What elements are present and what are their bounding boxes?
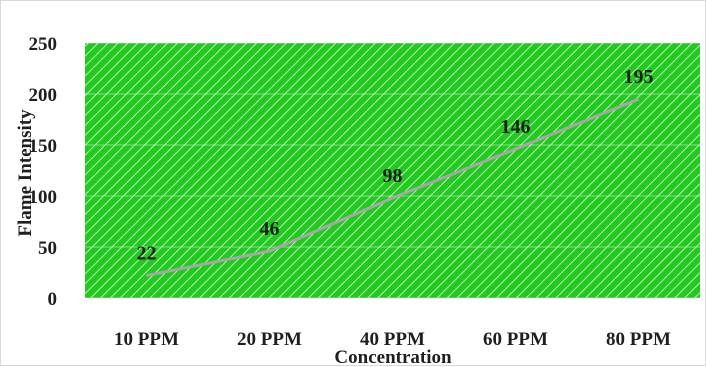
data-label: 22	[137, 243, 157, 265]
data-label: 46	[260, 218, 280, 240]
data-label: 98	[383, 165, 403, 187]
y-axis-title: Flame Intensity	[15, 109, 36, 237]
y-tick-label: 200	[29, 85, 58, 106]
y-tick-label: 0	[48, 289, 58, 310]
data-label: 146	[501, 116, 531, 138]
x-axis-ticks: 10 PPM 20 PPM 40 PPM 60 PPM 80 PPM	[114, 329, 671, 350]
x-tick-label: 10 PPM	[114, 329, 179, 350]
x-tick-label: 60 PPM	[483, 329, 548, 350]
y-axis-ticks: 0 50 100 150 200 250	[29, 34, 58, 310]
x-tick-label: 20 PPM	[237, 329, 302, 350]
y-tick-label: 100	[29, 187, 58, 208]
x-tick-label: 80 PPM	[606, 329, 671, 350]
x-axis-title: Concentration	[334, 347, 452, 367]
series-line	[146, 97, 640, 278]
data-labels: 22 46 98 146 195	[137, 66, 654, 264]
y-tick-label: 150	[29, 136, 58, 157]
data-label: 195	[624, 66, 654, 88]
y-tick-label: 250	[29, 34, 58, 55]
gridlines	[85, 42, 700, 299]
plot-area	[85, 43, 700, 298]
y-tick-label: 50	[38, 238, 57, 259]
x-tick-label: 40 PPM	[360, 329, 425, 350]
